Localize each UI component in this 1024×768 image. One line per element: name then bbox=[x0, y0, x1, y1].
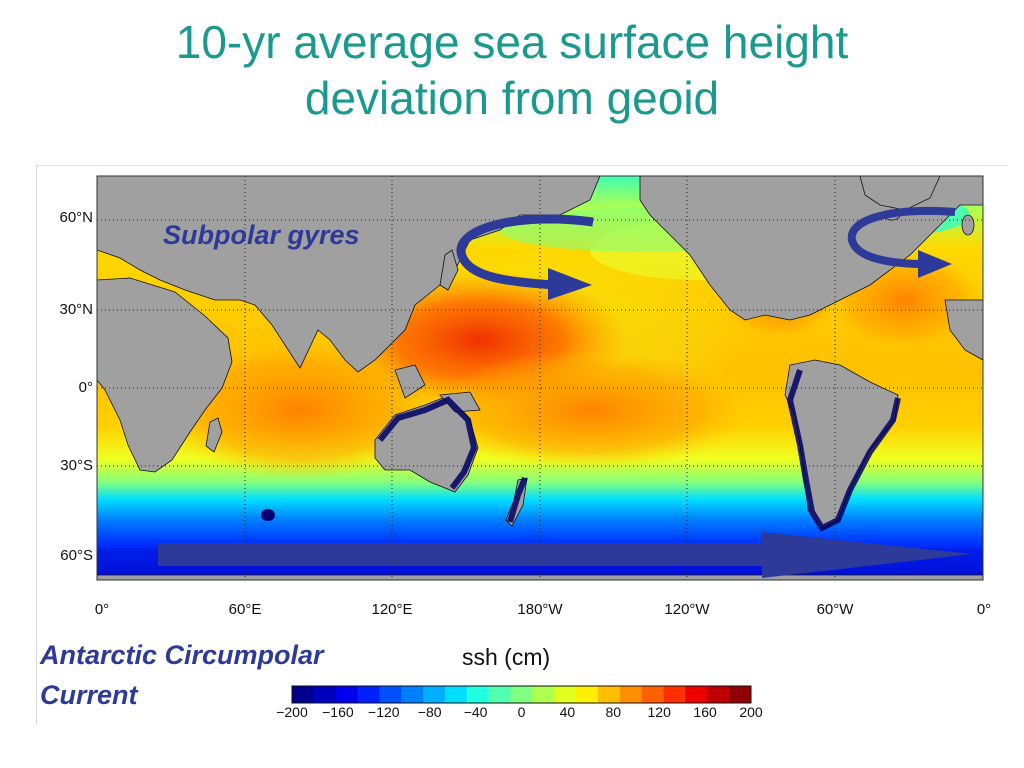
colorbar-tick-label: 0 bbox=[517, 704, 526, 720]
land-madagascar bbox=[205, 417, 223, 453]
land-japan bbox=[439, 249, 459, 291]
subpolar-gyre-atlantic-arrow bbox=[847, 206, 956, 278]
colorbar-tick-label: 120 bbox=[647, 704, 671, 720]
lon-label-60w: 60°W bbox=[816, 601, 854, 618]
colorbar-tick-label: −200 bbox=[276, 704, 308, 720]
colorbar-tick-label: −80 bbox=[417, 704, 442, 720]
acc-label-line-2: Current bbox=[40, 680, 138, 710]
title-line-1: 10-yr average sea surface height bbox=[175, 16, 849, 68]
colorbar-tick-label: −40 bbox=[463, 704, 488, 720]
colorbar-tick-label: 200 bbox=[739, 704, 763, 720]
subpolar-gyres-label: Subpolar gyres bbox=[163, 220, 360, 250]
lon-label-0-left: 0° bbox=[94, 601, 110, 618]
australia-coastal-low bbox=[377, 396, 478, 490]
acc-label-line-1: Antarctic Circumpolar bbox=[40, 640, 324, 670]
lon-label-180w: 180°W bbox=[517, 601, 563, 618]
lon-label-0-right: 0° bbox=[976, 601, 992, 618]
south-america-coastal-low bbox=[786, 369, 901, 532]
land-africa bbox=[97, 277, 233, 473]
lon-label-120w: 120°W bbox=[664, 601, 710, 618]
land-west-africa-bulge bbox=[944, 299, 983, 361]
nz-coastal-low bbox=[507, 476, 528, 523]
lat-label-0: 0° bbox=[78, 379, 93, 396]
kerguelen-low bbox=[261, 509, 275, 521]
colorbar-title: ssh (cm) bbox=[462, 644, 551, 670]
subpolar-gyre-pacific-arrow bbox=[456, 214, 594, 300]
land-antarctica bbox=[97, 574, 983, 580]
title-line-2: deviation from geoid bbox=[304, 72, 720, 124]
colorbar-tick-label: −160 bbox=[322, 704, 354, 720]
south-pacific-high bbox=[430, 350, 750, 470]
frame-top-rule bbox=[36, 165, 1008, 166]
graticule bbox=[97, 176, 983, 580]
map-frame bbox=[96, 175, 984, 581]
acc-arrow bbox=[158, 532, 972, 578]
slide-title: 10-yr average sea surface height deviati… bbox=[0, 14, 1024, 126]
colorbar-tick-label: 80 bbox=[605, 704, 622, 720]
land-masses bbox=[97, 176, 983, 580]
lat-label-30n: 30°N bbox=[59, 301, 93, 318]
frame-left-rule bbox=[36, 165, 37, 725]
lon-label-120e: 120°E bbox=[371, 601, 413, 618]
land-uk bbox=[961, 214, 975, 236]
lat-label-60s: 60°S bbox=[60, 547, 93, 564]
lat-label-60n: 60°N bbox=[59, 209, 93, 226]
coastal-low-bands bbox=[377, 369, 901, 532]
colorbar-tick-label: −120 bbox=[368, 704, 400, 720]
lon-label-60e: 60°E bbox=[228, 601, 262, 618]
colorbar-tick-label: 40 bbox=[559, 704, 576, 720]
colorbar-tick-label: 160 bbox=[693, 704, 717, 720]
ssh-field bbox=[97, 176, 983, 580]
lat-label-30s: 30°S bbox=[60, 457, 93, 474]
land-borneo bbox=[394, 364, 426, 399]
land-new-guinea bbox=[439, 391, 481, 413]
indian-ocean-high bbox=[160, 340, 440, 480]
